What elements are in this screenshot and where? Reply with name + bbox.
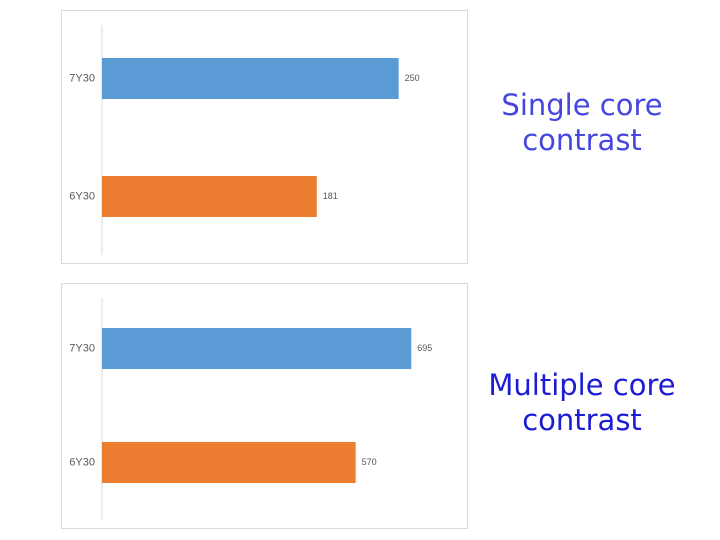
chart-frame [61,283,468,529]
category-label: 6Y30 [69,190,95,202]
category-label: 6Y30 [69,456,95,468]
value-label: 250 [405,73,420,83]
category-label: 7Y30 [69,342,95,354]
value-label: 181 [323,191,338,201]
bar [102,442,356,483]
chart-frame [61,10,468,264]
chart-caption: Single core contrast [501,88,663,157]
bar [102,176,317,217]
value-label: 570 [362,457,377,467]
category-label: 7Y30 [69,72,95,84]
bar [102,328,412,369]
chart-caption: Multiple core contrast [488,368,676,437]
bar [102,58,399,99]
value-label: 695 [417,343,432,353]
